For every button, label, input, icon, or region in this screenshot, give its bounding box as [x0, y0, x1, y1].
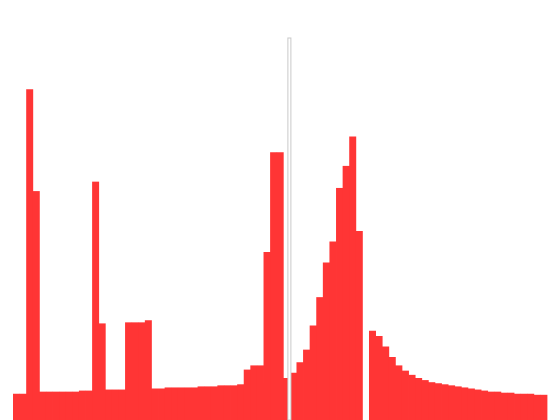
histogram-spike: [92, 181, 100, 420]
histogram-bar: [158, 388, 166, 420]
histogram-bar: [217, 385, 225, 420]
histogram-bar: [296, 362, 304, 420]
histogram-spike: [250, 365, 258, 420]
histogram-spike: [125, 322, 133, 420]
histogram-bar: [434, 383, 442, 420]
histogram-bar: [448, 385, 456, 420]
histogram-bar: [500, 392, 508, 420]
histogram-bar: [171, 387, 179, 420]
histogram-bar: [19, 393, 27, 420]
histogram-spike: [131, 322, 139, 420]
histogram-bar: [349, 136, 357, 420]
histogram-bar: [408, 374, 416, 420]
histogram-bar: [395, 365, 403, 420]
histogram-bar: [401, 370, 409, 420]
histogram-bar: [65, 391, 73, 420]
histogram-bar: [375, 336, 383, 420]
histogram-bar: [309, 325, 317, 420]
histogram-bar: [421, 380, 429, 420]
histogram-bar: [118, 389, 126, 420]
histogram-bar: [428, 382, 436, 420]
histogram-bar: [223, 385, 231, 420]
histogram-bar: [540, 394, 548, 420]
histogram-bar: [210, 386, 218, 420]
histogram-bar: [184, 387, 192, 420]
histogram-bar: [487, 391, 495, 420]
histogram-bar: [32, 191, 40, 420]
marker-line: [287, 37, 292, 420]
histogram-bar: [52, 391, 60, 420]
histogram-spike: [263, 252, 271, 420]
histogram-bar: [527, 393, 535, 420]
histogram-bar: [26, 89, 34, 420]
histogram-bar: [59, 391, 67, 420]
histogram-bar: [177, 387, 185, 420]
histogram-bar: [481, 390, 489, 420]
histogram-bar: [316, 297, 324, 420]
histogram-bar: [151, 388, 159, 420]
histogram-spike: [256, 365, 264, 420]
histogram-bar: [204, 386, 212, 420]
histogram-bar: [533, 394, 541, 420]
histogram-bar: [329, 241, 337, 420]
histogram-bar: [164, 387, 172, 420]
histogram-bar: [39, 391, 47, 420]
histogram-bar: [467, 388, 475, 420]
histogram-bar: [283, 378, 291, 420]
histogram-spike: [276, 152, 284, 420]
histogram-bar: [322, 262, 330, 420]
histogram-bar: [461, 387, 469, 420]
histogram-bar: [230, 385, 238, 420]
histogram-bar: [514, 393, 522, 420]
histogram-bar: [78, 390, 86, 420]
histogram-bar: [237, 384, 245, 420]
histogram-bar: [355, 231, 363, 420]
histogram-bar: [289, 372, 297, 420]
histogram-bar: [105, 389, 113, 420]
histogram-bar: [342, 165, 350, 420]
histogram-bar: [382, 346, 390, 420]
histogram-bar: [415, 378, 423, 420]
histogram-bar: [507, 392, 515, 420]
histogram-bar: [45, 391, 53, 420]
histogram-bar: [388, 357, 396, 420]
histogram-bar: [303, 349, 311, 420]
histogram-bar: [13, 393, 20, 420]
histogram-bar: [441, 384, 449, 420]
histogram-bar: [72, 391, 80, 420]
histogram-bar: [191, 387, 198, 420]
histogram-bar: [85, 390, 93, 420]
histogram-bar: [111, 389, 119, 420]
histogram-spike: [138, 322, 146, 420]
histogram-spike: [270, 152, 278, 420]
histogram-bar: [454, 386, 462, 420]
histogram-bar: [336, 187, 344, 420]
histogram-bar: [369, 330, 376, 420]
histogram-spike: [144, 320, 152, 420]
histogram-bar: [520, 393, 528, 420]
histogram-bar: [197, 386, 205, 420]
histogram-spike: [98, 323, 106, 420]
histogram-bar: [494, 391, 502, 420]
histogram-spike: [243, 369, 251, 420]
histogram-bar: [474, 389, 482, 420]
